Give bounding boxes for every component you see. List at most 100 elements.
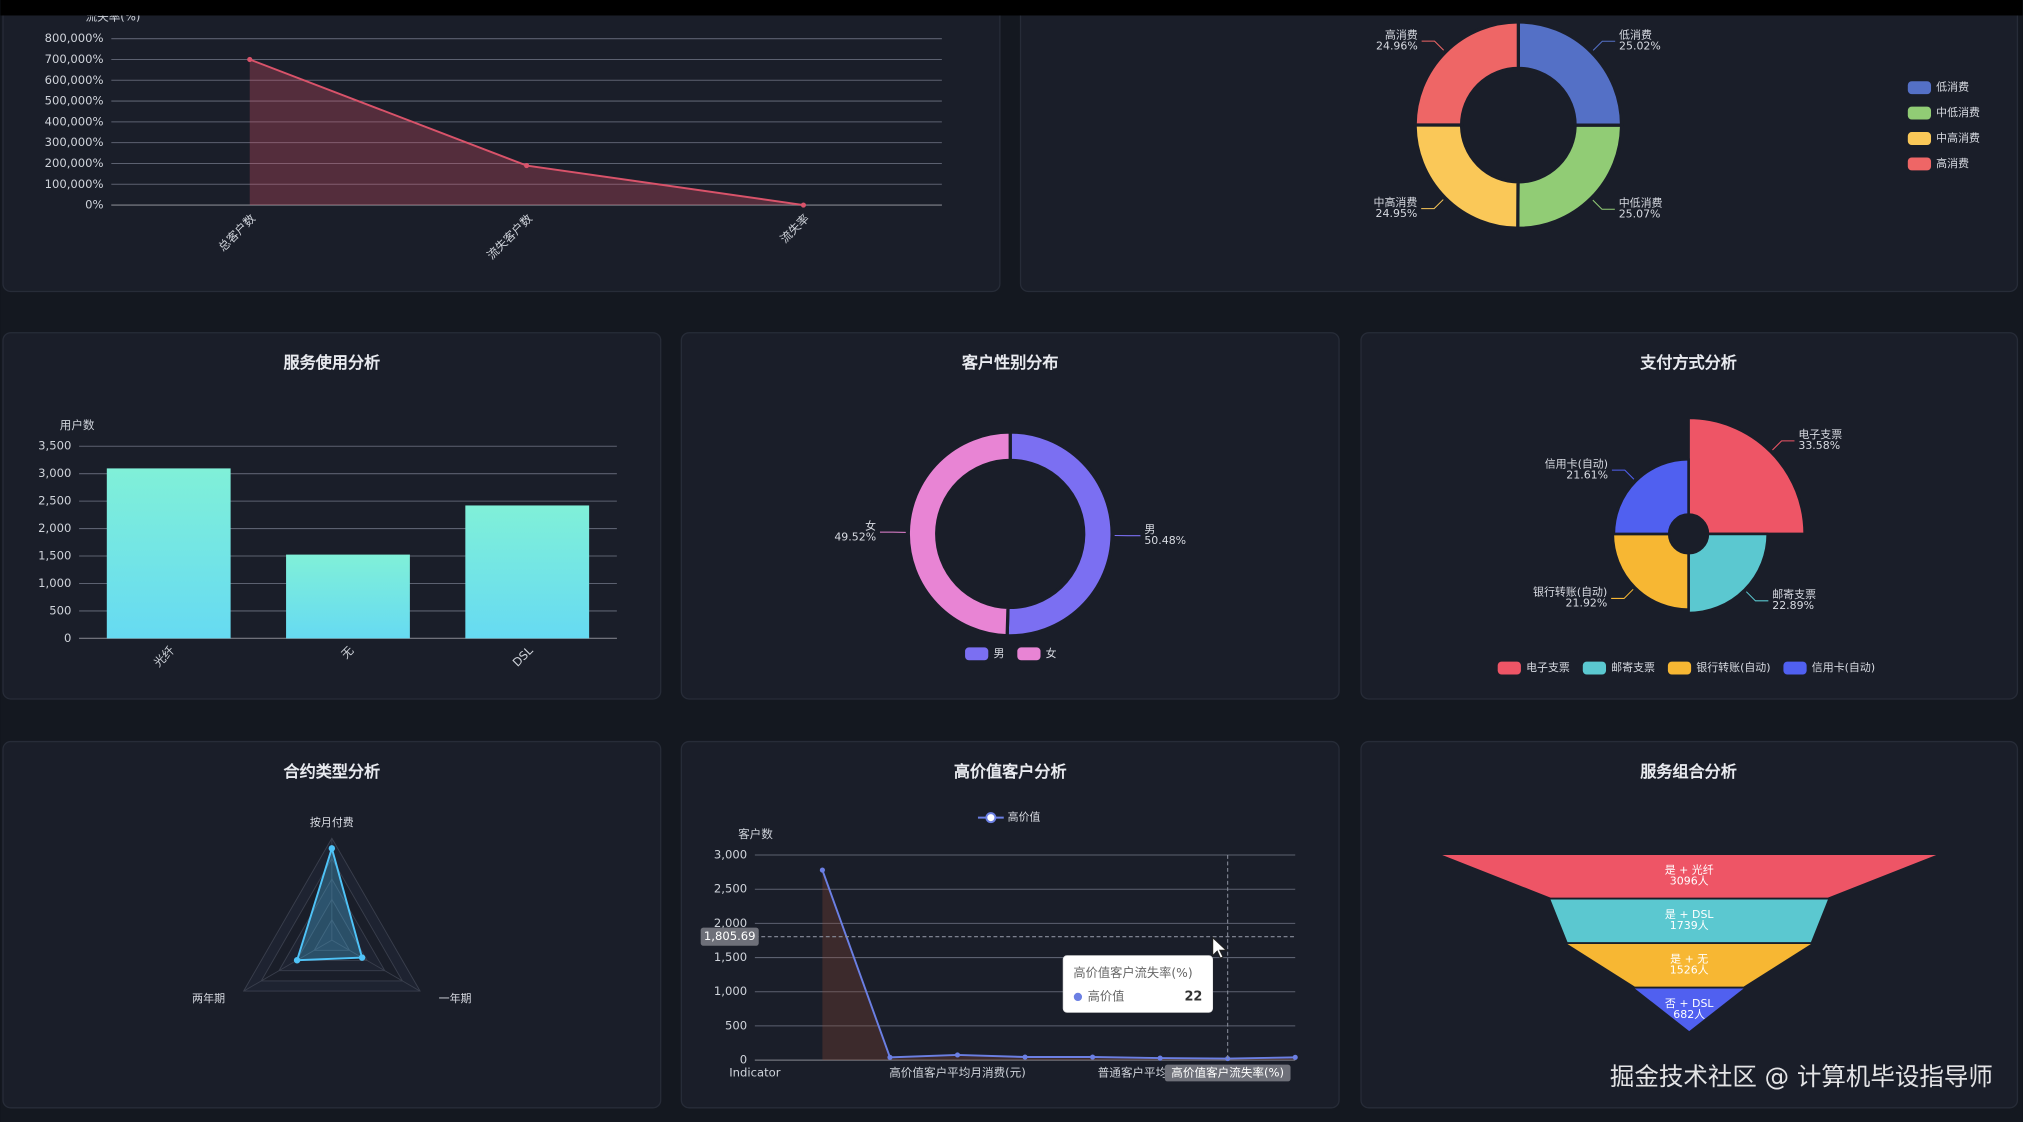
slice (1612, 457, 1690, 536)
radar-indicator: 一年期 (439, 991, 472, 1005)
slice-value-label: 22.89% (1772, 599, 1814, 612)
slice (1005, 430, 1114, 638)
chart-title: 支付方式分析 (1639, 353, 1737, 372)
slice-value-label: 25.07% (1619, 207, 1661, 220)
chart-title: 合约类型分析 (284, 762, 381, 781)
cursor (1212, 936, 1228, 959)
slice-label: 信用卡(自动) (1545, 457, 1608, 470)
funnel-label: 是 + 无 (1670, 953, 1708, 966)
slice-value-label: 33.58% (1798, 439, 1840, 452)
y-tick-label: 2,500 (714, 882, 747, 896)
tooltip-title: 高价值客户流失率(%) (1073, 965, 1192, 980)
legend-label: 高消费 (1936, 156, 1969, 170)
legend-marker (985, 812, 997, 824)
slice-label: 中高消费 (1374, 195, 1418, 209)
radar-axis (243, 939, 333, 992)
slice (906, 430, 1012, 638)
axis-pointer-box (700, 927, 759, 946)
y-tick-label: 0 (64, 631, 71, 645)
slice-value-label: 21.92% (1566, 597, 1608, 610)
y-tick-label: 800,000% (45, 31, 104, 45)
y-tick-label: 400,000% (45, 114, 104, 128)
tooltip-value: 22 (1184, 989, 1202, 1004)
y-tick-label: 0% (85, 198, 103, 212)
legend-swatch (1582, 661, 1607, 675)
legend-swatch (1907, 106, 1932, 120)
y-tick-label: 2,000 (38, 521, 71, 535)
y-tick-label: 0 (740, 1053, 747, 1067)
y-tick-label: 500 (49, 603, 71, 617)
chart-title: 服务组合分析 (1640, 762, 1737, 781)
leader-line (1772, 440, 1795, 451)
funnel-label: 否 + DSL (1665, 997, 1714, 1010)
point (247, 56, 253, 63)
radar-area (295, 844, 364, 962)
y-tick-label: 200,000% (45, 156, 104, 170)
slice (1516, 20, 1624, 127)
chart-title: 客户性别分布 (962, 353, 1059, 372)
legend-label: 信用卡(自动) (1812, 661, 1875, 674)
legend-label: 高价值 (1008, 810, 1041, 824)
y-tick-label: 700,000% (45, 52, 104, 66)
bar (106, 468, 231, 639)
legend-swatch (965, 647, 989, 661)
y-tick-label: 1,000 (714, 984, 747, 998)
point (800, 202, 807, 208)
panel (680, 332, 1340, 700)
funnel-segment (1442, 855, 1937, 898)
point (954, 1052, 961, 1058)
slice-label: 高消费 (1385, 27, 1418, 41)
radar-point (293, 957, 301, 964)
radar-point (328, 845, 336, 852)
radar-indicator: 按月付费 (310, 815, 354, 829)
top-bar (0, 0, 2023, 16)
plots: 0% 100,000% 200,000% 300,000% 400,000% 500,00… (38, 9, 1980, 1082)
panel (680, 740, 1340, 1109)
funnel-value-label: 682人 (1673, 1008, 1705, 1021)
y-tick-label: 1,000 (38, 576, 71, 590)
point (1022, 1054, 1028, 1060)
leader-line (1611, 588, 1634, 599)
y-tick-label: 2,500 (38, 494, 71, 508)
panel (1019, 0, 2019, 293)
y-tick-label: 3,000 (38, 466, 71, 480)
legend-swatch (1907, 157, 1932, 171)
panel (2, 0, 1001, 293)
y-axis-label: 客户数 (738, 827, 773, 841)
line-area (249, 59, 804, 206)
leader-line (1421, 199, 1444, 210)
point (524, 162, 530, 169)
y-tick-label: 3,500 (38, 439, 71, 453)
leader-line (1611, 469, 1635, 480)
slice (1687, 532, 1769, 615)
slice-label: 男 (1144, 523, 1155, 536)
funnel-segment (1567, 944, 1811, 987)
radar-axis (331, 939, 421, 992)
leader-line (1421, 40, 1445, 51)
legend-label: 中低消费 (1936, 105, 1980, 119)
point (819, 867, 825, 873)
legend-swatch (1667, 661, 1692, 675)
y-tick-label: 600,000% (45, 73, 104, 87)
legend-swatch (1497, 661, 1521, 675)
slice (1413, 20, 1520, 127)
point (1090, 1054, 1096, 1060)
legend-label: 男 (993, 647, 1004, 660)
y-tick-label: 300,000% (45, 135, 104, 149)
bar (286, 554, 410, 639)
leader-line (1592, 40, 1616, 51)
legend-swatch (1907, 132, 1932, 145)
slice-label: 银行转账(自动) (1533, 585, 1607, 599)
slice-label: 女 (865, 518, 876, 532)
legend-label: 银行转账(自动) (1696, 660, 1770, 674)
tooltip-marker (1073, 992, 1083, 1002)
slice-value-label: 21.61% (1566, 468, 1608, 481)
axis-pointer-label: 1,805.69 (704, 929, 756, 943)
chart-title: 高价值客户分析 (954, 762, 1067, 781)
chart-title: 服务使用分析 (284, 353, 381, 372)
legend-swatch (1907, 81, 1932, 95)
legend-label: 邮寄支票 (1611, 660, 1655, 674)
point (887, 1054, 893, 1060)
